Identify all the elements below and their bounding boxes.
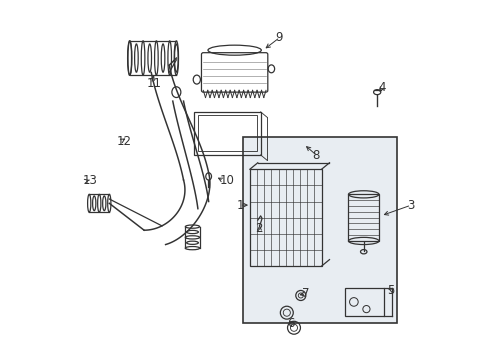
Bar xyxy=(194,112,260,155)
Bar xyxy=(348,194,378,241)
Text: 5: 5 xyxy=(386,284,394,297)
Bar xyxy=(344,288,384,316)
FancyBboxPatch shape xyxy=(201,53,267,92)
Text: 7: 7 xyxy=(301,287,309,300)
Text: 9: 9 xyxy=(275,31,283,44)
Text: 12: 12 xyxy=(116,135,131,148)
Text: 4: 4 xyxy=(377,81,385,94)
Bar xyxy=(242,137,396,323)
Text: 8: 8 xyxy=(312,149,319,162)
Text: 2: 2 xyxy=(255,222,262,235)
Text: 1: 1 xyxy=(236,199,244,212)
Text: 3: 3 xyxy=(406,199,413,212)
Text: 10: 10 xyxy=(219,174,234,187)
Text: 11: 11 xyxy=(147,77,162,90)
Bar xyxy=(249,169,321,266)
Text: 6: 6 xyxy=(287,317,294,330)
Text: 13: 13 xyxy=(82,174,97,187)
Bar xyxy=(198,116,257,151)
